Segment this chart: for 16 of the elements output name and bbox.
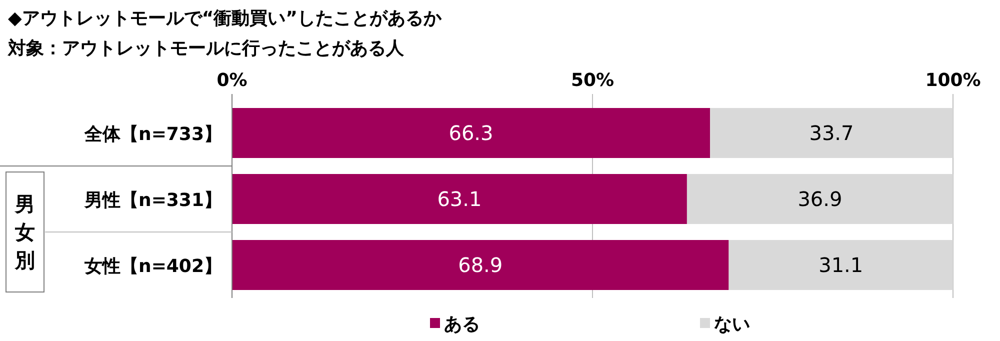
- data-label: 66.3: [448, 121, 494, 145]
- data-label: 33.7: [809, 121, 854, 145]
- y-tick-label: 男性【n=331】: [84, 190, 222, 211]
- data-label: 31.1: [818, 253, 864, 277]
- y-tick-label: 全体【n=733】: [84, 124, 222, 145]
- x-tick-label: 50%: [570, 70, 614, 91]
- chart-subtitle: 対象：アウトレットモールに行ったことがある人: [7, 38, 405, 59]
- legend-label: ある: [444, 314, 480, 335]
- y-tick-label: 女性【n=402】: [84, 256, 222, 277]
- legend-label: ない: [714, 314, 750, 335]
- x-tick-label: 0%: [216, 70, 248, 91]
- chart-title: ◆アウトレットモールで“衝動買い”したことがあるか: [8, 8, 443, 29]
- x-tick-label: 100%: [925, 70, 981, 91]
- data-label: 36.9: [798, 187, 842, 211]
- data-label: 68.9: [458, 253, 503, 277]
- data-label: 63.1: [437, 187, 482, 211]
